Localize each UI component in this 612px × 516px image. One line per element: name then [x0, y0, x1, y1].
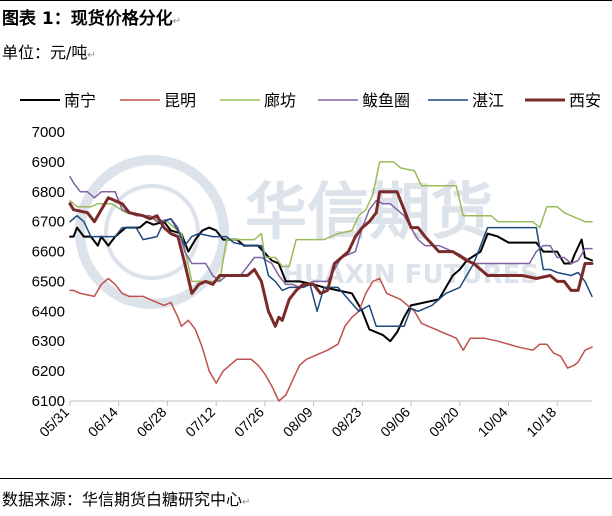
y-tick-label: 7000	[32, 124, 65, 141]
x-tick-label: 09/20	[426, 404, 462, 440]
y-tick-label: 6600	[32, 244, 65, 261]
y-tick-label: 6900	[32, 154, 65, 171]
legend-label: 鲅鱼圈	[362, 91, 410, 110]
x-tick-label: 10/18	[523, 404, 559, 440]
legend-label: 南宁	[64, 91, 96, 110]
x-tick-label: 08/23	[328, 404, 364, 440]
figure-title: 图表 1：现货价格分化↵	[2, 9, 182, 29]
bottom-rule	[0, 478, 612, 479]
legend-label: 西安	[569, 91, 601, 110]
x-tick-label: 07/26	[231, 404, 267, 440]
unit-label: 单位：元/吨↵	[2, 43, 96, 62]
series-1-legend-item: 昆明	[120, 91, 196, 110]
y-tick-label: 6700	[32, 214, 65, 231]
x-tick-label: 09/06	[377, 404, 413, 440]
series-5-line	[68, 190, 594, 328]
legend-label: 昆明	[164, 91, 196, 110]
y-tick-label: 6500	[32, 273, 65, 290]
series-5-legend-item: 西安	[525, 91, 601, 110]
x-tick-label: 06/28	[133, 404, 169, 440]
series-0-legend-item: 南宁	[20, 91, 96, 110]
x-tick-label: 06/14	[85, 404, 121, 440]
return-mark: ↵	[172, 16, 182, 27]
legend-label: 湛江	[472, 91, 504, 110]
series-1-line	[69, 277, 593, 402]
price-chart: 华信期货 HUAXIN FUTURES 南宁 昆明 廊坊 鲅鱼圈 湛江 西安 610062…	[20, 91, 601, 440]
y-tick-label: 6400	[32, 303, 65, 320]
x-axis: 05/31 06/14 06/28 07/12 07/26 08/09 08/23 09/06…	[36, 400, 592, 440]
data-source: 数据来源：华信期货白糖研究中心↵	[2, 490, 251, 509]
series-lines	[68, 161, 594, 402]
y-axis: 6100 6200 6300 6400 6500 6600 6700 6800 6900 7000	[32, 124, 65, 410]
y-tick-label: 6200	[32, 363, 65, 380]
legend: 南宁 昆明 廊坊 鲅鱼圈 湛江 西安	[20, 91, 601, 110]
series-2-legend-item: 廊坊	[220, 91, 296, 110]
return-mark: ↵	[87, 50, 96, 61]
y-tick-label: 6800	[32, 184, 65, 201]
series-3-legend-item: 鲅鱼圈	[318, 91, 410, 110]
watermark-seal-inner	[104, 184, 200, 280]
x-tick-label: 10/04	[475, 404, 511, 440]
legend-label: 廊坊	[264, 91, 296, 110]
x-tick-label: 08/09	[280, 404, 316, 440]
y-tick-label: 6100	[32, 393, 65, 410]
return-mark: ↵	[242, 497, 251, 508]
x-tick-label: 07/12	[182, 404, 218, 440]
series-4-legend-item: 湛江	[428, 91, 504, 110]
top-rule	[0, 0, 612, 1]
y-tick-label: 6300	[32, 333, 65, 350]
